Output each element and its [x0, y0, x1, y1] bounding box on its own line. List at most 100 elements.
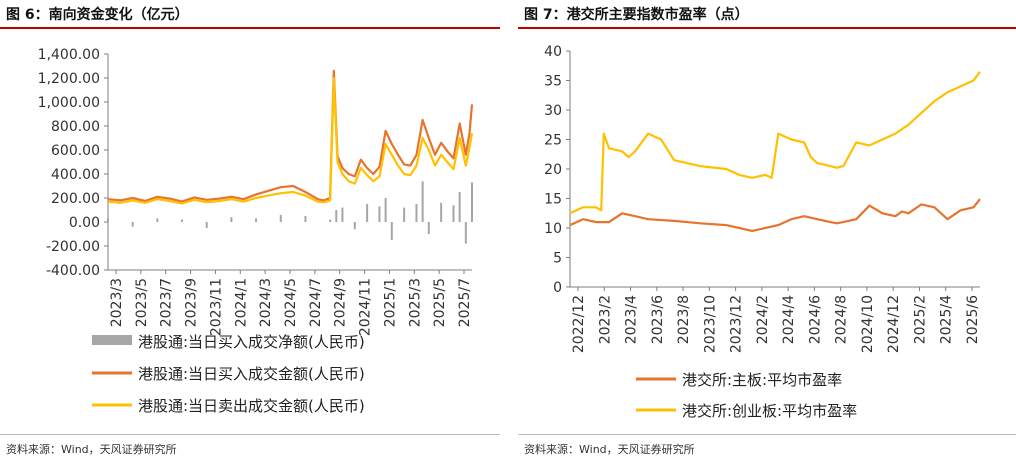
y-tick-label: 25 — [544, 133, 562, 149]
x-tick-label: 2023/5 — [134, 278, 150, 327]
legend-item: 港交所:主板:平均市盈率 — [636, 371, 842, 389]
net-bar — [230, 217, 233, 222]
net-bar — [255, 218, 258, 222]
legend-label: 港股通:当日买入成交净额(人民币) — [138, 333, 365, 351]
net-bar — [353, 222, 356, 230]
net-bar — [421, 181, 424, 222]
y-tick-label: 10 — [544, 221, 562, 237]
y-tick-label: 15 — [544, 192, 562, 208]
x-tick-label: 2025/4 — [939, 295, 955, 344]
y-tick-label: 200.00 — [51, 191, 100, 207]
x-tick-label: 2024/11 — [358, 278, 374, 336]
x-tick-label: 2025/2 — [912, 295, 928, 344]
y-tick-label: 800.00 — [51, 119, 100, 135]
net-bar — [181, 219, 184, 222]
x-tick-label: 2023/10 — [702, 295, 718, 353]
y-tick-label: 35 — [544, 74, 562, 90]
x-tick-label: 2023/9 — [184, 278, 200, 327]
net-bar — [131, 222, 134, 227]
figure-6-source: 资料来源：Wind，天风证券研究所 — [6, 443, 177, 456]
legend-item: 港交所:创业板:平均市盈率 — [636, 402, 857, 420]
x-tick-label: 2024/1 — [233, 278, 249, 327]
figure-7-panel: 图 7：港交所主要指数市盈率（点） 0 5 10 15 20 25 30 35 40 2022/1… — [518, 0, 1016, 466]
series-line-main-board — [569, 198, 981, 232]
x-tick-label: 2025/3 — [407, 278, 423, 327]
series-line-buy — [107, 69, 474, 203]
x-tick-label: 2024/8 — [834, 295, 850, 344]
legend-label: 港交所:创业板:平均市盈率 — [682, 402, 857, 420]
y-tick-label: 5 — [553, 251, 562, 267]
x-tick-label: 2025/7 — [457, 278, 473, 327]
net-bar — [366, 204, 369, 222]
legend-label: 港股通:当日买入成交金额(人民币) — [138, 365, 365, 383]
x-tick-label: 2023/2 — [597, 295, 613, 344]
y-tick-label: 0.00 — [69, 215, 100, 231]
x-tick-label: 2024/5 — [283, 278, 299, 327]
y-tick-label: 0 — [553, 280, 562, 296]
hkex-pe-chart: 0 5 10 15 20 25 30 35 40 2022/12 2023/2 2023/4 2023/… — [544, 44, 981, 420]
y-tick-label: 40 — [544, 44, 562, 60]
legend-swatch — [92, 335, 132, 345]
net-bar — [458, 192, 461, 222]
x-tick-label: 2025/1 — [382, 278, 398, 327]
net-bar — [304, 216, 307, 222]
y-tick-label: -400.00 — [46, 263, 100, 279]
x-tick-label: 2025/6 — [965, 295, 981, 344]
x-tick-label: 2023/11 — [208, 278, 224, 336]
y-tick-label: -200.00 — [46, 239, 100, 255]
net-bar — [452, 205, 455, 222]
legend-label: 港交所:主板:平均市盈率 — [682, 371, 842, 389]
net-bar — [384, 198, 387, 222]
net-bar — [415, 204, 418, 222]
x-tick-label: 2024/2 — [755, 295, 771, 344]
figure-6-title-rule — [0, 27, 500, 29]
x-tick-label: 2025/5 — [432, 278, 448, 327]
net-bar — [440, 202, 443, 222]
net-bar — [279, 214, 282, 222]
figure-6-title: 图 6：南向资金变化（亿元） — [6, 7, 189, 23]
net-bar — [471, 182, 473, 222]
net-bar — [390, 222, 393, 240]
southbound-flow-chart: -400.00 -200.00 0.00 200.00 400.00 600.00 800.… — [38, 47, 474, 415]
series-line-sell — [107, 76, 474, 205]
figure-7-title-rule — [518, 27, 1016, 29]
net-bar — [341, 207, 344, 222]
figure-7-title: 图 7：港交所主要指数市盈率（点） — [524, 7, 749, 23]
y-tick-label: 400.00 — [51, 167, 100, 183]
legend-item: 港股通:当日卖出成交金额(人民币) — [92, 397, 365, 415]
figure-7-source-rule — [518, 434, 1016, 435]
net-bar — [335, 210, 338, 222]
x-tick-label: 2022/12 — [571, 295, 587, 353]
x-tick-label: 2024/10 — [860, 295, 876, 353]
x-tick-label: 2024/7 — [308, 278, 324, 327]
y-tick-label: 1,000.00 — [38, 95, 100, 111]
x-tick-label: 2024/3 — [258, 278, 274, 327]
x-tick-label: 2023/12 — [729, 295, 745, 353]
legend-item: 港股通:当日买入成交金额(人民币) — [92, 365, 365, 383]
net-bar — [464, 222, 467, 244]
net-bar — [378, 206, 381, 222]
net-bar — [427, 222, 430, 234]
net-bar — [107, 218, 109, 222]
net-bar — [205, 222, 208, 228]
x-tick-label: 2023/6 — [650, 295, 666, 344]
net-bar — [403, 207, 406, 222]
x-tick-label: 2024/9 — [333, 278, 349, 327]
legend-item: 港股通:当日买入成交净额(人民币) — [92, 333, 365, 351]
y-tick-label: 600.00 — [51, 143, 100, 159]
figure-7-source: 资料来源：Wind，天风证券研究所 — [524, 443, 695, 456]
legend-label: 港股通:当日卖出成交金额(人民币) — [138, 397, 365, 415]
y-tick-label: 20 — [544, 162, 562, 178]
x-tick-label: 2024/12 — [886, 295, 902, 353]
net-bar — [329, 219, 332, 222]
series-net-bars — [107, 181, 473, 244]
y-tick-label: 30 — [544, 103, 562, 119]
series-line-gem — [569, 71, 981, 215]
x-tick-label: 2024/4 — [781, 295, 797, 344]
y-tick-label: 1,200.00 — [38, 71, 100, 87]
figure-6-source-rule — [0, 434, 500, 435]
x-tick-label: 2023/3 — [109, 278, 125, 327]
x-tick-label: 2023/8 — [676, 295, 692, 344]
x-tick-label: 2024/6 — [807, 295, 823, 344]
x-tick-label: 2023/4 — [624, 295, 640, 344]
